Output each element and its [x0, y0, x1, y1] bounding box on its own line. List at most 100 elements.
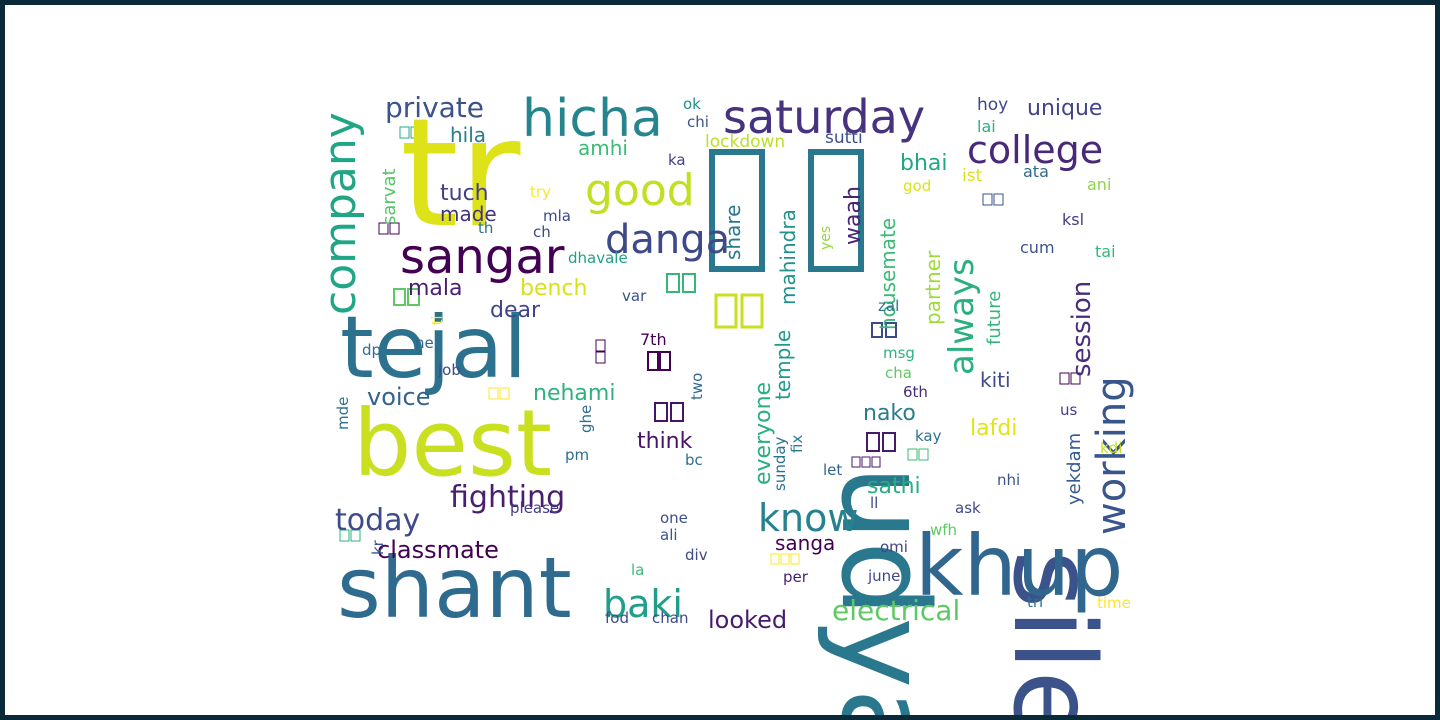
word-ksl: ksl	[1062, 210, 1084, 229]
word-always: always	[942, 258, 982, 375]
word-sunday: sunday	[771, 436, 789, 491]
unrenderable-glyph	[851, 456, 861, 468]
word-mde: mde	[334, 397, 352, 430]
word-please: please	[510, 499, 559, 517]
word-mala: mala	[408, 276, 463, 301]
word-time: time	[1097, 594, 1131, 612]
word-zal: zal	[878, 297, 899, 315]
word-job: job	[437, 361, 461, 379]
unrenderable-glyph	[714, 293, 738, 329]
word-pm: pm	[565, 446, 589, 464]
unrenderable-glyph	[770, 553, 780, 565]
word-saturday: saturday	[723, 90, 925, 144]
word-college: college	[967, 128, 1103, 172]
word-ne: ne	[415, 334, 434, 352]
word-kiti: kiti	[980, 368, 1011, 392]
word-ist: ist	[962, 166, 983, 186]
unrenderable-glyph	[866, 432, 880, 452]
unrenderable-glyph	[918, 448, 929, 461]
word-hoy: hoy	[977, 95, 1008, 115]
word-yes: yes	[818, 226, 834, 250]
word-electrical: electrical	[832, 594, 960, 627]
word-one: one	[660, 509, 688, 527]
unrenderable-glyph	[907, 448, 918, 461]
word-voice: voice	[367, 383, 431, 411]
word-chi: chi	[687, 113, 709, 131]
word-tuch: tuch	[440, 181, 489, 206]
word-ata: ata	[1023, 162, 1049, 181]
unrenderable-glyph	[647, 351, 659, 371]
word-sutti: sutti	[825, 128, 863, 148]
word-temple: temple	[771, 330, 795, 400]
word-god: god	[903, 177, 931, 195]
word-share: share	[721, 205, 745, 260]
word-shant: shant	[337, 539, 572, 637]
word-bench: bench	[520, 276, 587, 301]
word-hila: hila	[450, 123, 486, 147]
word-chan: chan	[652, 609, 688, 627]
unrenderable-glyph	[790, 553, 800, 565]
word-company: company	[315, 112, 366, 315]
unrenderable-glyph	[393, 288, 406, 306]
word-wfh: wfh	[930, 521, 957, 539]
unrenderable-glyph	[666, 273, 680, 293]
word-nhi: nhi	[997, 471, 1020, 489]
unrenderable-glyph-group	[339, 126, 1081, 565]
word-unique: unique	[1027, 96, 1102, 121]
word-fix: fix	[788, 435, 806, 453]
unrenderable-glyph	[488, 387, 499, 400]
unrenderable-glyph	[654, 402, 668, 422]
word-dear: dear	[490, 298, 541, 323]
unrenderable-glyph	[682, 273, 696, 293]
word-june: june	[867, 567, 900, 585]
word-today: today	[335, 503, 420, 538]
word-future: future	[984, 291, 1005, 345]
word-private: private	[385, 91, 484, 124]
word-6th: 6th	[903, 383, 928, 401]
word-session: session	[1067, 281, 1097, 377]
word-var: var	[622, 287, 647, 305]
word-yekdam: yekdam	[1064, 433, 1085, 505]
word-working: working	[1089, 376, 1135, 535]
unrenderable-glyph	[1059, 372, 1070, 385]
word-lockdown: lockdown	[705, 132, 785, 152]
word-7th: 7th	[640, 330, 667, 349]
word-looked: looked	[708, 606, 787, 634]
unrenderable-glyph	[595, 351, 606, 364]
word-know: know	[758, 496, 858, 540]
word-dp: dp	[362, 341, 381, 359]
word-tr: tr	[400, 87, 521, 261]
word-ani: ani	[1087, 175, 1111, 194]
word-let: let	[823, 461, 842, 479]
unrenderable-glyph	[871, 322, 883, 338]
word-classmate: classmate	[377, 536, 499, 564]
unrenderable-glyph	[499, 387, 510, 400]
word-tai: tai	[1095, 242, 1116, 261]
word-nako: nako	[863, 401, 916, 426]
unrenderable-glyph	[861, 456, 871, 468]
word-dhavale: dhavale	[568, 249, 628, 267]
word-ghe: ghe	[577, 405, 595, 433]
unrenderable-glyph	[982, 193, 993, 206]
word-silent: silent	[988, 550, 1118, 715]
wordcloud-frame: tr udya silent shant khup best tejal saturday hi…	[5, 5, 1435, 715]
word-think: think	[637, 429, 693, 454]
word-ti: ti	[430, 316, 446, 325]
word-made: made	[440, 202, 497, 226]
word-waah: waah	[841, 186, 866, 245]
word-fighting: fighting	[450, 480, 565, 515]
word-sathi: sathi	[867, 474, 921, 499]
word-good: good	[585, 165, 695, 216]
word-everyone: everyone	[751, 382, 776, 485]
word-cum: cum	[1020, 238, 1055, 257]
unrenderable-glyph	[339, 529, 350, 542]
word-sarvat: sarvat	[379, 168, 400, 225]
word-ka: ka	[668, 151, 686, 169]
word-danga: danga	[605, 217, 730, 263]
word-bc: bc	[685, 451, 703, 469]
word-nehami: nehami	[533, 381, 615, 406]
unrenderable-glyph	[993, 193, 1004, 206]
word-bhai: bhai	[900, 151, 948, 176]
unrenderable-glyph	[871, 456, 881, 468]
unrenderable-glyph	[659, 351, 671, 371]
